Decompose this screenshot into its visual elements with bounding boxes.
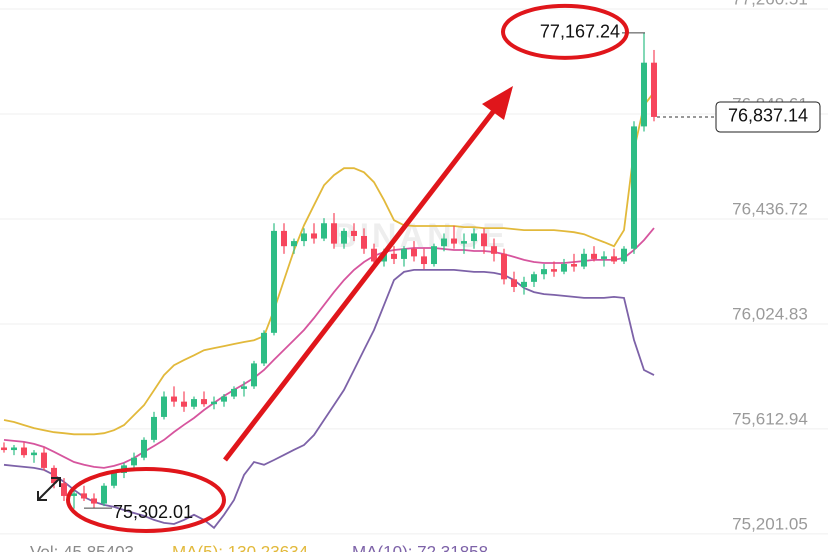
candle-body bbox=[491, 246, 497, 254]
y-tick-label: 76,024.83 bbox=[732, 304, 808, 323]
candle-body bbox=[211, 401, 217, 405]
candle-body bbox=[201, 399, 207, 405]
candle-body bbox=[361, 235, 367, 249]
candle-body bbox=[291, 241, 297, 247]
candle-body bbox=[511, 279, 517, 287]
candle-body bbox=[561, 264, 567, 272]
candle-body bbox=[241, 386, 247, 389]
candle-body bbox=[431, 246, 437, 265]
candle-body bbox=[81, 493, 87, 499]
candle-body bbox=[331, 223, 337, 244]
icon-stroke bbox=[37, 491, 47, 501]
candle-body bbox=[421, 256, 427, 265]
y-tick-label: 76,436.72 bbox=[732, 199, 808, 218]
candle-body bbox=[631, 126, 637, 249]
candle-body bbox=[91, 498, 97, 504]
highlight-circle bbox=[501, 3, 629, 60]
candle-body bbox=[101, 485, 107, 504]
candle-body bbox=[261, 332, 267, 364]
candle-body bbox=[31, 452, 37, 456]
candle-body bbox=[111, 472, 117, 486]
candle-body bbox=[381, 253, 387, 262]
candle-body bbox=[611, 256, 617, 262]
expand-icon bbox=[37, 477, 61, 501]
icon-stroke bbox=[37, 477, 61, 501]
y-tick-label: 75,612.94 bbox=[732, 409, 808, 428]
candle-body bbox=[441, 238, 447, 247]
candle-body bbox=[321, 223, 327, 239]
candle-body bbox=[371, 248, 377, 262]
footer-text: MA(5): 130.23634 bbox=[172, 542, 308, 552]
candle-body bbox=[11, 447, 17, 451]
candle-body bbox=[571, 264, 577, 267]
indicator-line bbox=[3, 269, 655, 530]
candle-body bbox=[461, 241, 467, 244]
candle-body bbox=[341, 230, 347, 244]
candle-body bbox=[411, 248, 417, 257]
arrow-shaft bbox=[223, 106, 498, 462]
icon-stroke bbox=[51, 477, 61, 487]
candle-body bbox=[1, 447, 7, 451]
last-price-box bbox=[715, 101, 821, 133]
candle-body bbox=[521, 281, 527, 287]
candle-body bbox=[151, 416, 157, 440]
footer-text: MA(10): 72.31858 bbox=[352, 542, 488, 552]
candle-body bbox=[21, 447, 27, 456]
candle-body bbox=[231, 388, 237, 397]
indicator-line bbox=[3, 227, 655, 469]
candle-body bbox=[271, 230, 277, 333]
candle-body bbox=[161, 396, 167, 417]
candle-body bbox=[171, 396, 177, 402]
candle-body bbox=[41, 452, 47, 468]
candle-body bbox=[451, 238, 457, 244]
candle-body bbox=[391, 253, 397, 259]
arrow-head bbox=[482, 86, 513, 120]
candle-body bbox=[651, 62, 657, 117]
candle-body bbox=[551, 269, 557, 272]
last-price-label: 76,837.14 bbox=[728, 106, 808, 126]
candle-body bbox=[221, 396, 227, 402]
candle-body bbox=[621, 248, 627, 262]
candle-body bbox=[641, 62, 647, 127]
y-tick-label: 77,260.51 bbox=[732, 0, 808, 9]
candle-body bbox=[251, 363, 257, 387]
candle-body bbox=[71, 493, 77, 496]
candle-body bbox=[181, 401, 187, 407]
candle-body bbox=[401, 248, 407, 259]
candle-body bbox=[591, 253, 597, 259]
candle-body bbox=[601, 256, 607, 259]
candle-body bbox=[351, 230, 357, 236]
highlight-circle bbox=[66, 467, 226, 533]
candle-body bbox=[301, 233, 307, 242]
annotation-label: 77,167.24 bbox=[540, 22, 620, 42]
candle-body bbox=[471, 233, 477, 242]
footer-text: Vol: 45.85403 bbox=[30, 542, 134, 552]
candle-body bbox=[531, 274, 537, 282]
candle-body bbox=[131, 457, 137, 466]
candle-body bbox=[501, 253, 507, 280]
candle-body bbox=[581, 253, 587, 267]
y-tick-label: 75,201.05 bbox=[732, 514, 808, 533]
annotation-label: 75,302.01 bbox=[113, 502, 193, 522]
candle-body bbox=[141, 439, 147, 458]
candle-body bbox=[191, 399, 197, 407]
candle-body bbox=[481, 233, 487, 247]
candle-body bbox=[541, 269, 547, 275]
candle-body bbox=[311, 233, 317, 239]
candle-body bbox=[61, 483, 67, 496]
candle-body bbox=[281, 230, 287, 247]
candle-body bbox=[51, 467, 57, 484]
indicator-line bbox=[3, 91, 655, 436]
